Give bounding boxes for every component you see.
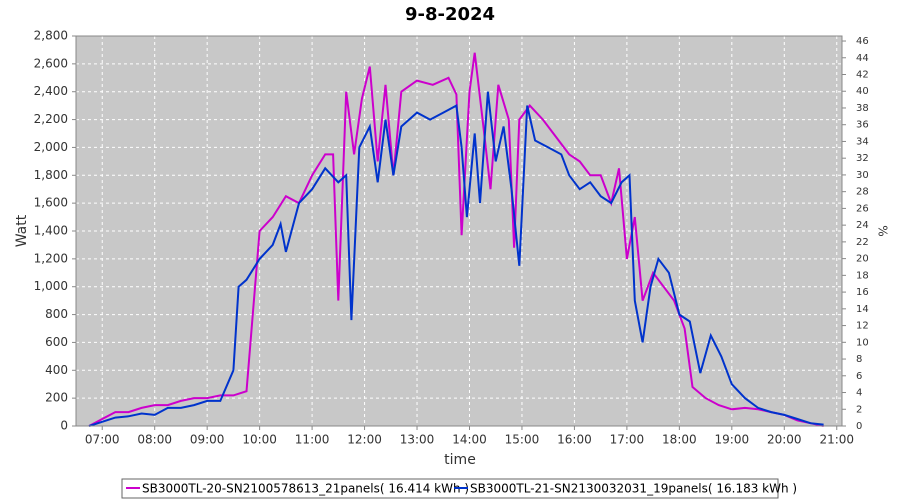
y2-tick-label: 18 xyxy=(856,270,869,281)
y2-tick-label: 14 xyxy=(856,304,869,315)
y2-tick-label: 6 xyxy=(856,371,862,382)
y2-tick-label: 46 xyxy=(856,36,869,47)
plot-border xyxy=(75,35,843,427)
y2-tick-label: 20 xyxy=(856,254,869,265)
y-tick-label: 2,000 xyxy=(34,140,68,154)
x-tick-label: 20:00 xyxy=(767,433,802,447)
x-tick-label: 17:00 xyxy=(610,433,645,447)
y2-tick-label: 28 xyxy=(856,187,869,198)
y2-tick-label: 44 xyxy=(856,53,869,64)
x-tick-label: 19:00 xyxy=(715,433,750,447)
x-tick-label: 12:00 xyxy=(347,433,382,447)
y-tick-label: 2,200 xyxy=(34,112,68,126)
chart-title: 9-8-2024 xyxy=(405,4,495,25)
y2-tick-label: 22 xyxy=(856,237,869,248)
x-tick-label: 08:00 xyxy=(137,433,172,447)
y2-tick-label: 42 xyxy=(856,69,869,80)
y-tick-label: 1,800 xyxy=(34,168,68,182)
y-tick-label: 2,400 xyxy=(34,84,68,98)
y-tick-label: 400 xyxy=(45,363,68,377)
y2-tick-label: 38 xyxy=(856,103,869,114)
y-tick-label: 600 xyxy=(45,335,68,349)
series-line xyxy=(88,91,824,427)
y-tick-label: 2,800 xyxy=(34,29,68,43)
legend-label: SB3000TL-21-SN2130032031_19panels( 16.18… xyxy=(470,482,797,496)
y-tick-label: 2,600 xyxy=(34,56,68,70)
x-tick-label: 15:00 xyxy=(505,433,540,447)
y2-tick-label: 16 xyxy=(856,287,869,298)
y2-tick-label: 10 xyxy=(856,337,869,348)
y2-tick-label: 30 xyxy=(856,170,869,181)
x-tick-label: 18:00 xyxy=(662,433,697,447)
y-tick-label: 1,400 xyxy=(34,224,68,238)
y2-tick-label: 8 xyxy=(856,354,862,365)
y2-tick-label: 0 xyxy=(856,421,862,432)
y-tick-label: 200 xyxy=(45,391,68,405)
y2-axis-label: % xyxy=(876,225,890,236)
y2-tick-label: 36 xyxy=(856,120,869,131)
y2-tick-label: 32 xyxy=(856,153,869,164)
y2-tick-label: 4 xyxy=(856,388,862,399)
x-tick-label: 16:00 xyxy=(557,433,592,447)
x-tick-label: 13:00 xyxy=(400,433,435,447)
series-line xyxy=(88,52,824,427)
y-tick-label: 1,000 xyxy=(34,279,68,293)
y-tick-label: 0 xyxy=(60,419,68,433)
y2-tick-label: 40 xyxy=(856,86,869,97)
y-tick-label: 1,200 xyxy=(34,251,68,265)
legend-label: SB3000TL-20-SN2100578613_21panels( 16.41… xyxy=(142,482,469,496)
y-tick-label: 800 xyxy=(45,307,68,321)
y-axis-label: Watt xyxy=(14,214,30,247)
x-tick-label: 09:00 xyxy=(190,433,225,447)
x-tick-label: 07:00 xyxy=(85,433,120,447)
y2-tick-label: 2 xyxy=(856,404,862,415)
x-tick-label: 11:00 xyxy=(295,433,330,447)
y2-tick-label: 12 xyxy=(856,321,869,332)
legend xyxy=(121,478,779,499)
x-tick-label: 14:00 xyxy=(452,433,487,447)
y2-tick-label: 24 xyxy=(856,220,869,231)
y-tick-label: 1,600 xyxy=(34,196,68,210)
x-tick-label: 10:00 xyxy=(242,433,277,447)
y2-tick-label: 26 xyxy=(856,203,869,214)
x-tick-label: 21:00 xyxy=(819,433,854,447)
x-axis-label: time xyxy=(444,452,476,468)
y2-tick-label: 34 xyxy=(856,136,869,147)
